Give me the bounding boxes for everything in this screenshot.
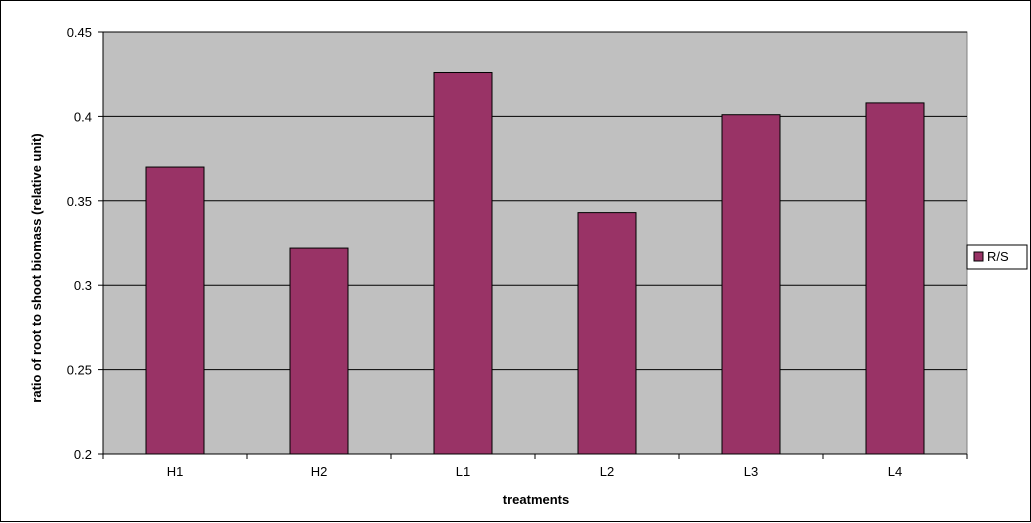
y-tick-label: 0.3: [74, 278, 92, 293]
legend: R/S: [966, 244, 1028, 270]
x-tick-label: H1: [167, 464, 184, 479]
bar-l4: [865, 102, 925, 455]
plot-area: [102, 31, 968, 455]
x-tick-label: L4: [888, 464, 902, 479]
x-tick-label: L2: [600, 464, 614, 479]
x-tick-label: L1: [456, 464, 470, 479]
y-tick-label: 0.45: [67, 25, 92, 40]
bar-h1: [145, 166, 205, 455]
y-axis-title: ratio of root to shoot biomass (relative…: [29, 133, 44, 402]
legend-label: R/S: [987, 249, 1009, 264]
bar-l2: [577, 212, 637, 455]
y-tick-label: 0.2: [74, 447, 92, 462]
bar-l1: [433, 72, 493, 455]
y-tick-label: 0.4: [74, 109, 92, 124]
bar-l3: [721, 114, 781, 455]
x-tick-label: L3: [744, 464, 758, 479]
y-tick-label: 0.35: [67, 194, 92, 209]
legend-swatch: [973, 251, 984, 262]
x-tick-label: H2: [311, 464, 328, 479]
x-axis-title: treatments: [503, 492, 569, 507]
bar-h2: [289, 247, 349, 455]
y-tick-label: 0.25: [67, 363, 92, 378]
